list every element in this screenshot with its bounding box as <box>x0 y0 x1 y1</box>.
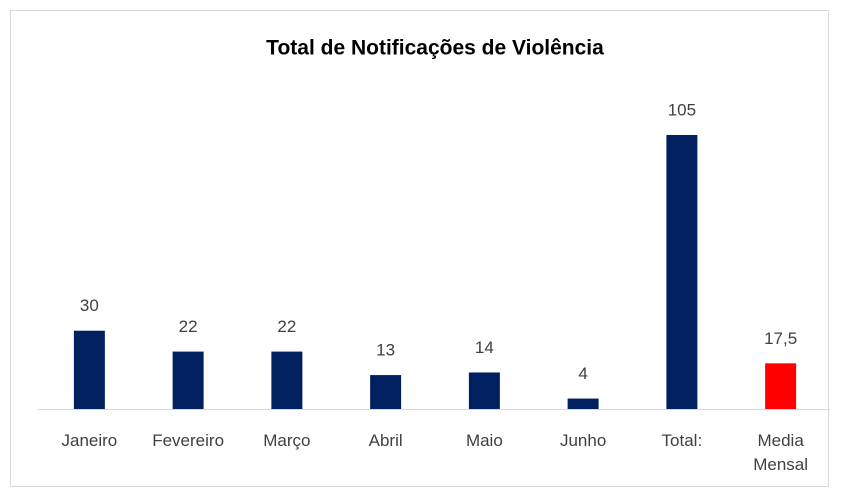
x-tick-label: Total: <box>661 431 703 450</box>
data-label: 22 <box>179 317 198 336</box>
bar <box>567 398 599 409</box>
x-tick-label: Junho <box>559 431 607 450</box>
chart-title: Total de Notificações de Violência <box>266 37 604 60</box>
bar <box>468 372 500 409</box>
bar <box>666 135 698 409</box>
bar <box>271 351 303 409</box>
x-tick-label: Media Mensal <box>753 431 809 474</box>
bar <box>370 375 402 409</box>
data-label: 105 <box>668 100 696 119</box>
bar <box>765 363 797 409</box>
chart-frame <box>10 10 829 487</box>
bar <box>73 330 105 409</box>
x-tick-label: Abril <box>368 431 403 450</box>
x-tick-label: Janeiro <box>61 431 118 450</box>
data-label: 14 <box>475 338 494 357</box>
data-label: 22 <box>277 317 296 336</box>
x-tick-label: Março <box>263 431 311 450</box>
x-tick-label: Maio <box>465 431 503 450</box>
data-label: 30 <box>80 296 99 315</box>
data-label: 17,5 <box>764 329 797 348</box>
data-label: 4 <box>578 364 587 383</box>
bar <box>172 351 204 409</box>
x-tick-label: Fevereiro <box>152 431 225 450</box>
data-label: 13 <box>376 341 395 360</box>
